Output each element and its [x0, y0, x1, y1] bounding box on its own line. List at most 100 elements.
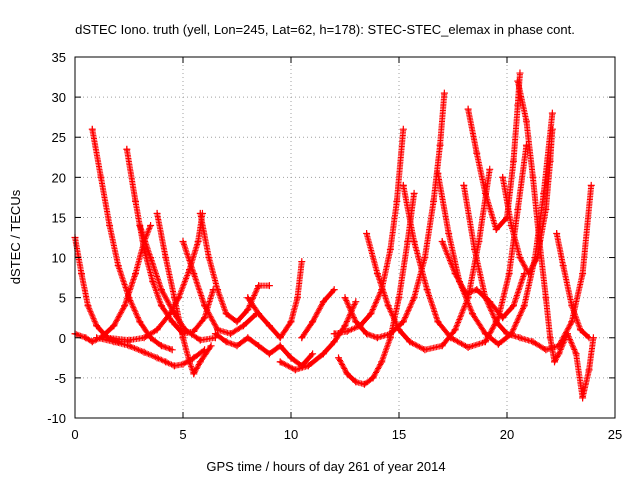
- data-point: [421, 346, 429, 354]
- data-point: [125, 294, 133, 302]
- data-point: [205, 254, 213, 262]
- data-point: [77, 270, 85, 278]
- data-point: [438, 238, 446, 246]
- data-point: [384, 302, 392, 310]
- y-axis-label: dSTEC / TECUs: [8, 189, 23, 284]
- data-point: [170, 294, 178, 302]
- data-point: [525, 270, 533, 278]
- data-point: [434, 318, 442, 326]
- y-tick-label: -5: [54, 371, 66, 386]
- data-point: [140, 334, 148, 342]
- data-point: [395, 294, 403, 302]
- data-point: [373, 270, 381, 278]
- data-point: [153, 354, 161, 362]
- data-point: [464, 343, 472, 351]
- data-point: [304, 362, 312, 370]
- data-point: [103, 334, 111, 342]
- series-arc-10: [196, 209, 273, 326]
- data-point: [585, 366, 593, 374]
- data-point: [136, 318, 144, 326]
- y-tick-label: -10: [47, 411, 66, 426]
- data-point: [451, 270, 459, 278]
- data-point: [93, 322, 101, 330]
- data-point: [170, 310, 178, 318]
- data-point: [82, 334, 90, 342]
- data-point: [514, 205, 522, 213]
- data-point: [438, 342, 446, 350]
- series-arc-22: [438, 238, 528, 322]
- data-point: [410, 294, 418, 302]
- data-point: [201, 314, 209, 322]
- data-point: [542, 205, 550, 213]
- data-point: [214, 286, 222, 294]
- data-point: [587, 181, 595, 189]
- data-point: [168, 318, 176, 326]
- data-point: [88, 125, 96, 133]
- data-point: [352, 298, 360, 306]
- data-point: [410, 238, 418, 246]
- data-point: [468, 310, 476, 318]
- data-point: [542, 346, 550, 354]
- data-point: [352, 378, 360, 386]
- data-point: [343, 327, 351, 335]
- data-point: [535, 238, 543, 246]
- data-point: [546, 157, 554, 165]
- data-point: [153, 209, 161, 217]
- data-point: [97, 173, 105, 181]
- data-point: [170, 362, 178, 370]
- data-point: [445, 229, 453, 237]
- data-point: [194, 238, 202, 246]
- series-arc-04: [93, 334, 209, 370]
- data-point: [153, 326, 161, 334]
- data-point: [516, 254, 524, 262]
- data-point: [509, 302, 517, 310]
- data-point: [227, 330, 235, 338]
- x-tick-label: 25: [608, 427, 622, 442]
- data-point: [576, 326, 584, 334]
- data-point: [555, 350, 563, 358]
- data-point: [548, 109, 556, 117]
- data-point: [516, 69, 524, 77]
- data-point: [579, 394, 587, 402]
- data-point: [499, 314, 507, 322]
- data-point: [542, 294, 550, 302]
- series-arc-12: [244, 258, 306, 342]
- data-point: [440, 89, 448, 97]
- series-arc-06: [103, 209, 206, 344]
- data-point: [404, 238, 412, 246]
- data-point: [162, 254, 170, 262]
- data-point: [492, 318, 500, 326]
- data-point: [486, 165, 494, 173]
- data-point: [309, 350, 317, 358]
- data-point: [399, 125, 407, 133]
- data-point: [84, 302, 92, 310]
- y-tick-label: 25: [52, 130, 66, 145]
- series-arc-18: [363, 165, 494, 354]
- data-point: [585, 334, 593, 342]
- y-tick-label: 15: [52, 210, 66, 225]
- data-point: [190, 270, 198, 278]
- data-point: [179, 238, 187, 246]
- plot-frame: [74, 56, 616, 419]
- data-point: [386, 246, 394, 254]
- data-point: [136, 221, 144, 229]
- data-point: [211, 330, 219, 338]
- data-point: [121, 302, 129, 310]
- y-tick-label: 0: [59, 331, 66, 346]
- data-point: [406, 338, 414, 346]
- data-point: [309, 318, 317, 326]
- data-point: [462, 290, 470, 298]
- data-point: [93, 334, 101, 342]
- data-point: [196, 336, 204, 344]
- data-point: [572, 350, 580, 358]
- data-point: [239, 322, 247, 330]
- data-point: [222, 310, 230, 318]
- series-arc-19: [399, 141, 530, 351]
- data-point: [434, 169, 442, 177]
- data-point: [125, 336, 133, 344]
- data-point: [520, 302, 528, 310]
- data-point: [509, 157, 517, 165]
- data-point: [147, 254, 155, 262]
- data-point: [179, 360, 187, 368]
- data-point: [190, 370, 198, 378]
